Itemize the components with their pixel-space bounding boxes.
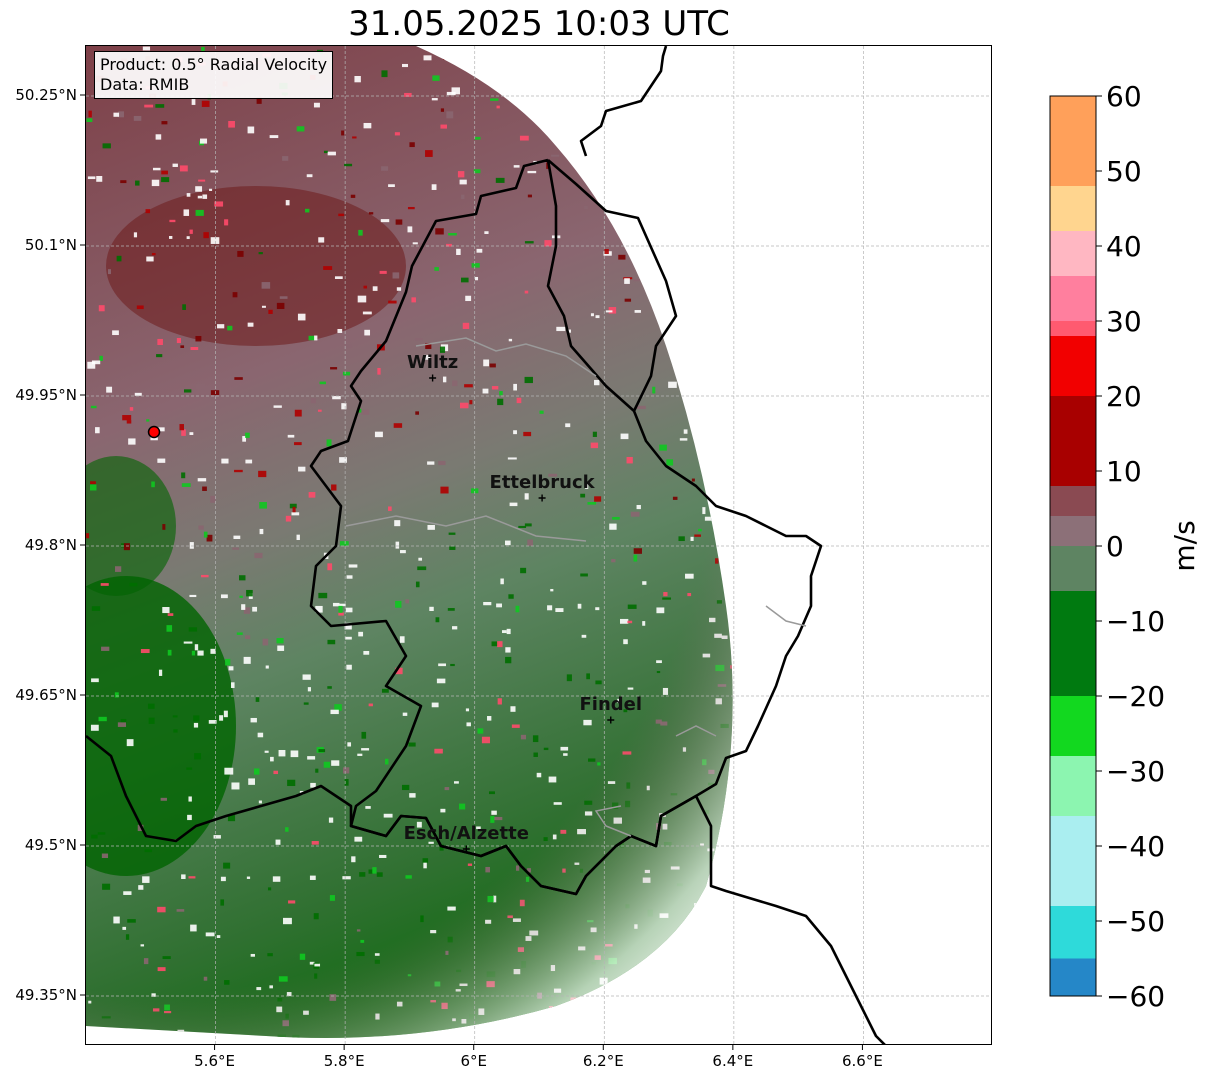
germany-border-north bbox=[547, 159, 678, 412]
city-label: Findel bbox=[579, 694, 642, 715]
lat-tick-label: 49.5°N bbox=[25, 836, 77, 854]
colorbar-segment bbox=[1050, 516, 1096, 547]
colorbar-segment bbox=[1050, 396, 1096, 487]
map-title: 31.05.2025 10:03 UTC bbox=[348, 4, 730, 44]
colorbar-segment bbox=[1050, 546, 1096, 592]
france-border bbox=[86, 734, 886, 1044]
city-marker bbox=[607, 716, 615, 724]
colorbar-segment bbox=[1050, 591, 1096, 697]
colorbar-tick-label: 30 bbox=[1106, 305, 1142, 338]
colorbar-tick-label: 60 bbox=[1106, 80, 1142, 113]
colorbar-tick-label: −30 bbox=[1106, 755, 1165, 788]
lat-tick-label: 49.95°N bbox=[15, 386, 77, 404]
radar-site-marker bbox=[147, 425, 161, 439]
colorbar-segment bbox=[1050, 696, 1096, 757]
colorbar-segment bbox=[1050, 906, 1096, 959]
colorbar-tick-label: −40 bbox=[1106, 830, 1165, 863]
city-marker bbox=[429, 374, 437, 382]
colorbar-segment bbox=[1050, 321, 1096, 337]
admin-boundaries bbox=[345, 337, 807, 837]
lat-tick-label: 49.35°N bbox=[15, 986, 77, 1004]
lat-tick-label: 50.25°N bbox=[15, 86, 77, 104]
colorbar-frame bbox=[1049, 95, 1097, 997]
city-label: Ettelbruck bbox=[490, 472, 596, 493]
lon-tick-label: 6.6°E bbox=[842, 1052, 883, 1070]
colorbar-segment bbox=[1050, 186, 1096, 232]
colorbar-tick-label: 50 bbox=[1106, 155, 1142, 188]
city-marker bbox=[538, 494, 546, 502]
city-label: Esch/Alzette bbox=[404, 823, 529, 844]
city-esch-alzette: Esch/Alzette bbox=[404, 823, 529, 853]
colorbar-segment bbox=[1050, 756, 1096, 817]
colorbar-segment bbox=[1050, 96, 1096, 187]
lon-tick-label: 5.8°E bbox=[324, 1052, 365, 1070]
colorbar-tick-label: −50 bbox=[1106, 905, 1165, 938]
colorbar-unit-label: m/s bbox=[1168, 520, 1201, 571]
city-marker bbox=[462, 845, 470, 853]
lat-tick-label: 50.1°N bbox=[25, 236, 77, 254]
colorbar-segment bbox=[1050, 336, 1096, 397]
colorbar-tick-label: 20 bbox=[1106, 380, 1142, 413]
country-borders bbox=[86, 46, 886, 1044]
lon-tick-label: 6°E bbox=[460, 1052, 487, 1070]
colorbar-tick-label: −10 bbox=[1106, 605, 1165, 638]
data-source-label: Data: RMIB bbox=[100, 75, 190, 94]
colorbar-segment bbox=[1050, 816, 1096, 907]
colorbar-tick-label: −60 bbox=[1106, 980, 1165, 1013]
lon-tick-label: 5.6°E bbox=[194, 1052, 235, 1070]
city-markers: Wiltz Ettelbruck Findel Esch/Alzette bbox=[404, 352, 642, 853]
radar-map: Wiltz Ettelbruck Findel Esch/Alzette bbox=[85, 45, 992, 1045]
colorbar-tick-label: 0 bbox=[1106, 530, 1124, 563]
colorbar-segment bbox=[1050, 958, 1096, 997]
lat-tick-label: 49.8°N bbox=[25, 536, 77, 554]
colorbar-tick-label: 10 bbox=[1106, 455, 1142, 488]
city-wiltz: Wiltz bbox=[407, 352, 458, 382]
lon-tick-label: 6.4°E bbox=[712, 1052, 753, 1070]
colorbar-segment bbox=[1050, 231, 1096, 277]
lat-tick-label: 49.65°N bbox=[15, 686, 77, 704]
city-findel: Findel bbox=[579, 694, 642, 724]
product-info-box: Product: 0.5° Radial Velocity Data: RMIB bbox=[94, 51, 334, 99]
product-label: Product: 0.5° Radial Velocity bbox=[100, 55, 328, 74]
radar-echo-field bbox=[86, 46, 733, 1038]
colorbar-tick-label: 40 bbox=[1106, 230, 1142, 263]
city-label: Wiltz bbox=[407, 352, 458, 373]
colorbar-segment bbox=[1050, 486, 1096, 517]
lon-tick-label: 6.2°E bbox=[583, 1052, 624, 1070]
colorbar-tick-label: −20 bbox=[1106, 680, 1165, 713]
city-ettelbruck: Ettelbruck bbox=[490, 472, 596, 502]
germany-border-east bbox=[579, 46, 668, 157]
radar-map-canvas: Wiltz Ettelbruck Findel Esch/Alzette bbox=[86, 46, 991, 1044]
colorbar-segment bbox=[1050, 276, 1096, 322]
